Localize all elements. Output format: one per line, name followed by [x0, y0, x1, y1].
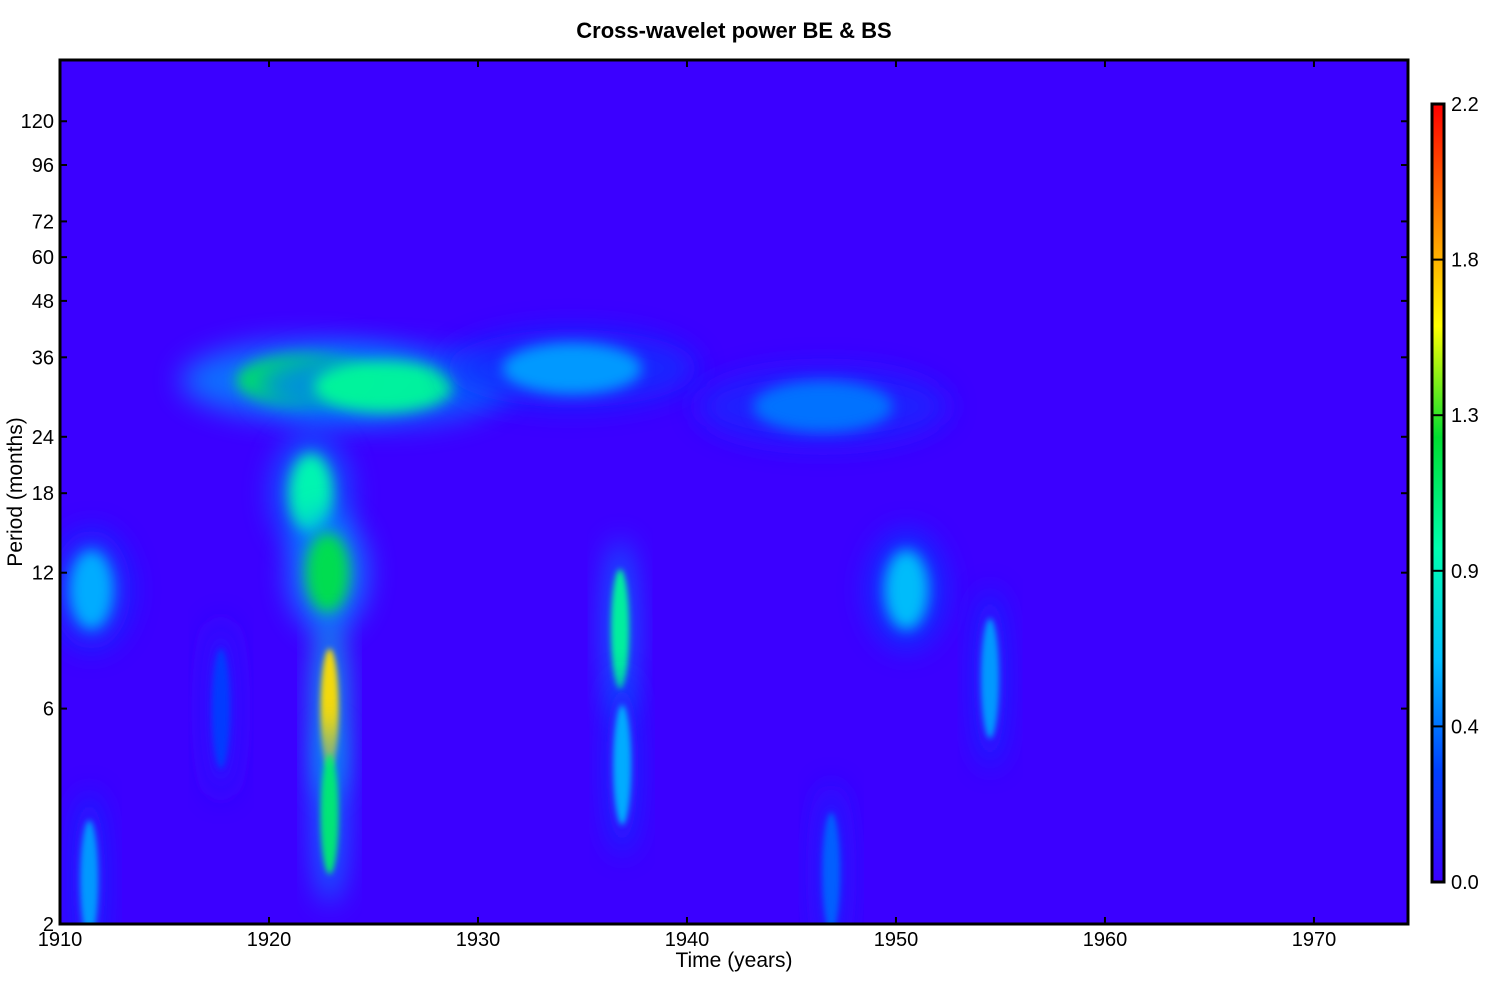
heatmap-layer [60, 329, 1007, 924]
colorbar-ticks: 0.0 0.4 0.9 1.3 1.8 2.2 [1432, 94, 1479, 894]
y-tick-label: 48 [32, 291, 54, 313]
power-blob [752, 380, 893, 433]
colorbar-tick-label: 2.2 [1451, 94, 1479, 116]
y-tick-label: 24 [32, 427, 54, 449]
x-tick-label: 1940 [665, 929, 710, 951]
colorbar-tick-label: 1.3 [1451, 405, 1479, 427]
colorbar-tick-label: 0.4 [1451, 716, 1479, 738]
power-blob [313, 360, 454, 413]
y-tick-label: 72 [32, 211, 54, 233]
x-tick-label: 1930 [456, 929, 501, 951]
power-blob [611, 569, 630, 690]
y-tick-label: 96 [32, 155, 54, 177]
power-blob [288, 453, 333, 534]
y-tick-label: 60 [32, 247, 54, 269]
power-blob [884, 549, 929, 630]
colorbar-tick-label: 0.0 [1451, 872, 1479, 894]
y-tick-label: 6 [43, 699, 54, 721]
x-axis-label: Time (years) [675, 949, 792, 972]
y-tick-label: 120 [21, 111, 54, 133]
x-tick-label: 1910 [38, 929, 83, 951]
x-tick-label: 1970 [1292, 929, 1337, 951]
power-blob [69, 549, 114, 630]
colorbar-tick-label: 1.8 [1451, 250, 1479, 272]
y-tick-label: 2 [43, 914, 54, 936]
plot-frame [58, 58, 1410, 926]
y-tick-label: 18 [32, 483, 54, 505]
colorbar-tick-label: 0.9 [1451, 561, 1479, 583]
y-tick-label: 12 [32, 563, 54, 585]
y-axis-label: Period (months) [4, 417, 27, 566]
x-tick-label: 1950 [874, 929, 919, 951]
colorbar-scale [1430, 102, 1446, 884]
power-blob [822, 812, 841, 924]
colorbar: 0.0 0.4 0.9 1.3 1.8 2.2 [1430, 94, 1479, 894]
power-blob [502, 342, 643, 395]
power-blob [320, 754, 339, 875]
y-tick-label: 36 [32, 347, 54, 369]
power-blob [613, 705, 632, 826]
plot-area [58, 58, 1410, 926]
heatmap-background [60, 60, 1408, 924]
x-tick-label: 1960 [1083, 929, 1128, 951]
y-axis: 2 6 12 18 24 36 48 60 72 96 120 [21, 111, 1408, 936]
chart-title: Cross-wavelet power BE & BS [576, 18, 891, 43]
power-blob [305, 532, 350, 613]
power-blob [80, 820, 99, 924]
x-axis: 1910 1920 1930 1940 1950 1960 1970 [38, 60, 1336, 951]
power-blob [981, 618, 1000, 739]
power-blob [211, 648, 230, 769]
x-tick-label: 1920 [247, 929, 292, 951]
